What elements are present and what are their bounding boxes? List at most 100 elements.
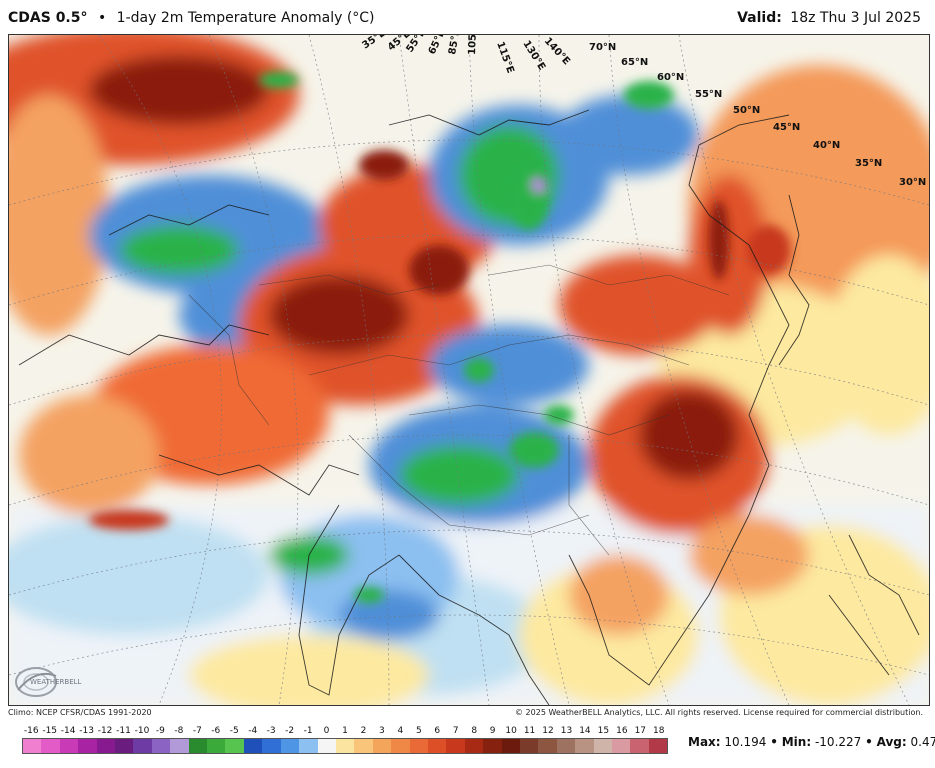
field-stats: Max: 10.194 • Min: -10.227 • Avg: 0.472 — [688, 735, 935, 749]
colorbar-tick-label: 4 — [397, 726, 404, 736]
colorbar-swatch — [115, 739, 134, 753]
colorbar-swatch — [299, 739, 318, 753]
lat-label-45: 45°N — [773, 122, 800, 133]
colorbar-tick-label: 16 — [616, 726, 628, 736]
colorbar-swatch — [391, 739, 410, 753]
colorbar-tick-label: -10 — [134, 726, 150, 736]
colorbar-swatch — [354, 739, 373, 753]
product-name: 1-day 2m Temperature Anomaly (°C) — [116, 10, 375, 26]
colorbar-tick-label: 7 — [452, 726, 459, 736]
colorbar-tick-label: -15 — [42, 726, 58, 736]
min-value: -10.227 — [814, 735, 862, 749]
colorbar-swatch — [280, 739, 300, 753]
lat-label-50: 50°N — [733, 105, 760, 116]
valid-label: Valid: — [737, 10, 782, 26]
latitude-labels: 70°N 65°N 60°N 55°N 50°N 45°N 40°N 35°N … — [589, 42, 926, 188]
colorbar-swatch — [207, 739, 226, 753]
colorbar-swatch — [96, 739, 116, 753]
colorbar-tick-label: 18 — [653, 726, 665, 736]
colorbar-tick-label: 2 — [360, 726, 367, 736]
colorbar-swatch — [188, 739, 208, 753]
climo-note: Climo: NCEP CFSR/CDAS 1991-2020 — [8, 708, 152, 717]
colorbar-swatch — [243, 739, 263, 753]
lon-label-105e: 105°E — [467, 35, 479, 55]
map-canvas: 70°N 65°N 60°N 55°N 50°N 45°N 40°N 35°N … — [9, 35, 929, 705]
svg-text:WEATHERBELL: WEATHERBELL — [30, 678, 82, 686]
anomaly-map: 70°N 65°N 60°N 55°N 50°N 45°N 40°N 35°N … — [8, 34, 930, 706]
colorbar-tick-label: -4 — [248, 726, 258, 736]
title-separator: • — [97, 10, 107, 26]
colorbar-swatch — [575, 739, 594, 753]
colorbar-tick-label: 12 — [542, 726, 554, 736]
country-borders — [188, 264, 730, 556]
lat-label-70: 70°N — [589, 42, 616, 53]
colorbar-swatch — [151, 739, 171, 753]
colorbar-tick-label: 0 — [323, 726, 330, 736]
colorbar-tick-label: -5 — [229, 726, 239, 736]
colorbar-swatches — [22, 738, 668, 754]
weatherbell-logo: WEATHERBELL — [15, 667, 82, 697]
max-value: 10.194 — [724, 735, 767, 749]
colorbar-tick-label: -1 — [303, 726, 313, 736]
colorbar-swatch — [446, 739, 465, 753]
colorbar-tick-label: -3 — [266, 726, 276, 736]
lat-label-30: 30°N — [899, 177, 926, 188]
colorbar-tick-label: 6 — [434, 726, 441, 736]
colorbar-tick-label: 5 — [415, 726, 422, 736]
colorbar-tick-label: -8 — [174, 726, 184, 736]
colorbar-swatch — [78, 739, 97, 753]
copyright-note: © 2025 WeatherBELL Analytics, LLC. All r… — [515, 708, 923, 717]
lon-label-85e: 85°E — [447, 35, 462, 56]
header-bar: CDAS 0.5° • 1-day 2m Temperature Anomaly… — [0, 0, 935, 34]
lat-label-40: 40°N — [813, 140, 840, 151]
colorbar-tick-label: 13 — [560, 726, 573, 736]
colorbar-tick-label: 15 — [597, 726, 610, 736]
colorbar-swatch — [409, 739, 428, 753]
colorbar-tick-label: -13 — [79, 726, 94, 736]
colorbar-tick-labels: -16 -15 -14 -13 -12 -11 -10 -9 -8 -7 -6 -5 -4 -3 -2 -1 0… — [22, 726, 668, 738]
colorbar-swatch — [612, 739, 631, 753]
colorbar-tick-label: -14 — [60, 726, 76, 736]
colorbar-swatch — [519, 739, 539, 753]
colorbar-swatch — [59, 739, 79, 753]
stats-separator: • — [865, 735, 873, 749]
colorbar-swatch — [262, 739, 281, 753]
colorbar-swatch — [225, 739, 244, 753]
colorbar-tick-label: 10 — [505, 726, 517, 736]
colorbar-tick-label: 14 — [579, 726, 591, 736]
colorbar-tick-label: 8 — [471, 726, 478, 736]
colorbar-tick-label: 17 — [634, 726, 647, 736]
max-label: Max: — [688, 735, 721, 749]
colorbar-tick-label: 9 — [489, 726, 496, 736]
colorbar-tick-label: 11 — [523, 726, 536, 736]
colorbar-tick-label: 3 — [379, 726, 385, 736]
colorbar-swatch — [483, 739, 502, 753]
colorbar-swatch — [317, 739, 336, 753]
colorbar-tick-label: -16 — [23, 726, 39, 736]
colorbar-swatch — [593, 739, 612, 753]
avg-value: 0.472 — [910, 735, 935, 749]
colorbar: -16 -15 -14 -13 -12 -11 -10 -9 -8 -7 -6 -5 -4 -3 -2 -1 0… — [22, 726, 668, 754]
avg-label: Avg: — [876, 735, 907, 749]
colorbar-swatch — [23, 739, 42, 753]
lat-label-65: 65°N — [621, 57, 648, 68]
colorbar-tick-label: 1 — [342, 726, 348, 736]
colorbar-tick-label: -9 — [155, 726, 165, 736]
colorbar-tick-label: -7 — [192, 726, 202, 736]
colorbar-swatch — [538, 739, 557, 753]
colorbar-swatch — [556, 739, 576, 753]
model-name: CDAS 0.5° — [8, 10, 88, 26]
colorbar-swatch — [427, 739, 447, 753]
colorbar-swatch — [372, 739, 392, 753]
lat-label-60: 60°N — [657, 72, 684, 83]
colorbar-tick-label: -11 — [116, 726, 131, 736]
colorbar-swatch — [648, 739, 668, 753]
anomaly-highlights — [89, 72, 791, 603]
coastlines — [18, 109, 920, 705]
colorbar-swatch — [133, 739, 152, 753]
colorbar-swatch — [630, 739, 649, 753]
colorbar-tick-label: -12 — [97, 726, 113, 736]
min-label: Min: — [781, 735, 812, 749]
valid-time: Valid: 18z Thu 3 Jul 2025 — [737, 10, 921, 26]
stats-separator: • — [770, 735, 778, 749]
